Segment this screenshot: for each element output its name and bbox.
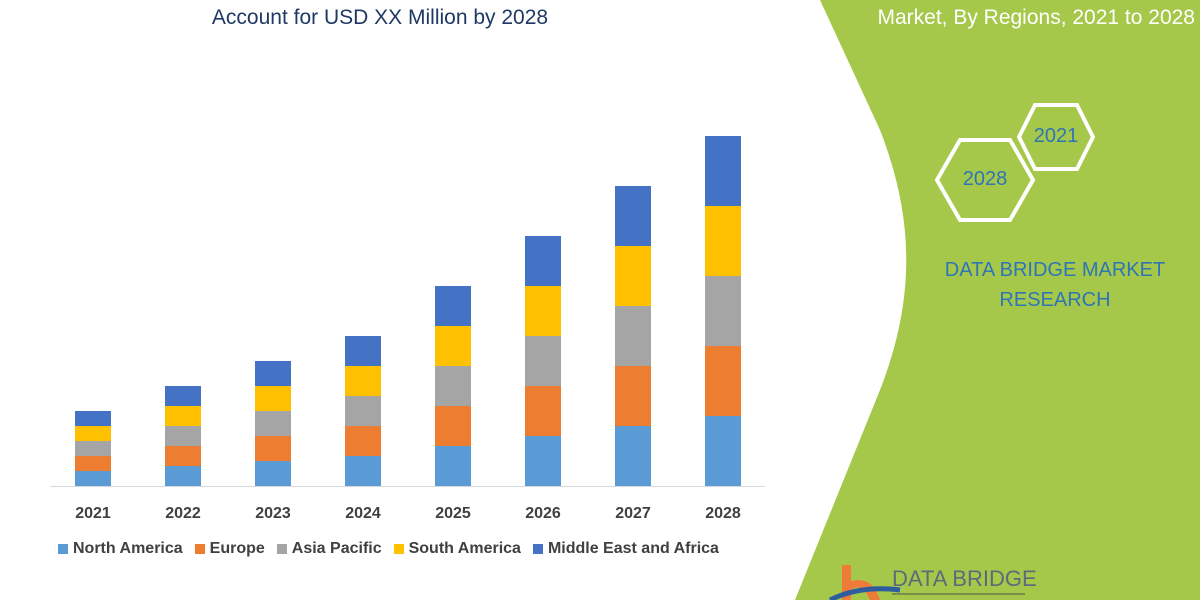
- bar-segment-2023-1: [255, 436, 291, 461]
- bar-segment-2024-3: [345, 366, 381, 396]
- x-tick-label: 2025: [435, 505, 471, 522]
- bar-segment-2023-3: [255, 386, 291, 411]
- bar-segment-2022-3: [165, 406, 201, 426]
- bar-segment-2021-0: [75, 471, 111, 486]
- bar-segment-2028-4: [705, 136, 741, 206]
- x-tick-label: 2026: [525, 505, 561, 522]
- legend-swatch: [58, 544, 68, 554]
- logo-icon: [828, 565, 901, 600]
- hex-label-2028: 2028: [962, 168, 1008, 190]
- bar-segment-2021-1: [75, 456, 111, 471]
- x-tick-label: 2024: [345, 505, 381, 522]
- bar-segment-2023-2: [255, 411, 291, 436]
- x-tick-label: 2021: [75, 505, 111, 522]
- hexagon-2021: [1016, 103, 1096, 171]
- x-tick-label: 2023: [255, 505, 291, 522]
- bar-segment-2028-3: [705, 206, 741, 276]
- bars: [75, 136, 741, 486]
- legend-item: North America: [58, 540, 183, 558]
- bar-segment-2025-0: [435, 446, 471, 486]
- bar-segment-2026-3: [525, 286, 561, 336]
- legend-item: Europe: [194, 540, 265, 558]
- bar-segment-2024-0: [345, 456, 381, 486]
- x-tick-label: 2027: [615, 505, 651, 522]
- brand-text: DATA BRIDGE MARKET RESEARCH: [944, 259, 1166, 311]
- bar-segment-2025-2: [435, 366, 471, 406]
- legend-item: Middle East and Africa: [532, 540, 719, 558]
- bar-segment-2023-0: [255, 461, 291, 486]
- bar-segment-2024-4: [345, 336, 381, 366]
- bar-segment-2028-0: [705, 416, 741, 486]
- x-tick-label: 2028: [705, 505, 741, 522]
- bar-segment-2022-4: [165, 386, 201, 406]
- bar-segment-2021-3: [75, 426, 111, 441]
- bar-segment-2028-1: [705, 346, 741, 416]
- legend: North America Europe Asia Pacific South …: [58, 540, 719, 558]
- bar-segment-2027-3: [615, 246, 651, 306]
- bar-segment-2025-4: [435, 286, 471, 326]
- legend-label: Asia Pacific: [291, 540, 382, 557]
- bar-segment-2027-0: [615, 426, 651, 486]
- legend-item: South America: [393, 540, 521, 558]
- bar-segment-2027-1: [615, 366, 651, 426]
- bar-segment-2023-4: [255, 361, 291, 386]
- bar-segment-2028-2: [705, 276, 741, 346]
- bar-segment-2025-1: [435, 406, 471, 446]
- bar-segment-2022-1: [165, 446, 201, 466]
- bar-segment-2021-4: [75, 411, 111, 426]
- legend-swatch: [532, 544, 543, 554]
- legend-swatch: [393, 544, 404, 554]
- legend-label: Europe: [209, 540, 265, 557]
- green-panel: [795, 0, 1200, 600]
- bar-segment-2024-1: [345, 426, 381, 456]
- legend-swatch: [194, 544, 205, 554]
- legend-item: Asia Pacific: [276, 540, 382, 558]
- bar-segment-2026-1: [525, 386, 561, 436]
- bar-segment-2027-2: [615, 306, 651, 366]
- hexagon-2028: [934, 138, 1036, 222]
- bar-segment-2025-3: [435, 326, 471, 366]
- bar-segment-2026-4: [525, 236, 561, 286]
- legend-label: Middle East and Africa: [547, 540, 719, 557]
- bar-segment-2026-2: [525, 336, 561, 386]
- bar-segment-2022-2: [165, 426, 201, 446]
- chart-title: Account for USD XX Million by 2028: [211, 6, 549, 29]
- hex-label-2021: 2021: [1033, 125, 1079, 147]
- x-tick-label: 2022: [165, 505, 201, 522]
- legend-label: North America: [73, 540, 183, 557]
- bar-segment-2026-0: [525, 436, 561, 486]
- legend-label: South America: [408, 540, 521, 557]
- panel-title: Market, By Regions, 2021 to 2028: [877, 6, 1195, 29]
- logo-text: DATA BRIDGE: [892, 566, 1037, 591]
- bar-segment-2021-2: [75, 441, 111, 456]
- legend-swatch: [276, 544, 287, 554]
- bar-segment-2027-4: [615, 186, 651, 246]
- x-tick-labels: 2021 2022 2023 2024 2025 2026 2027 2028: [75, 505, 741, 522]
- bar-segment-2022-0: [165, 466, 201, 486]
- bar-segment-2024-2: [345, 396, 381, 426]
